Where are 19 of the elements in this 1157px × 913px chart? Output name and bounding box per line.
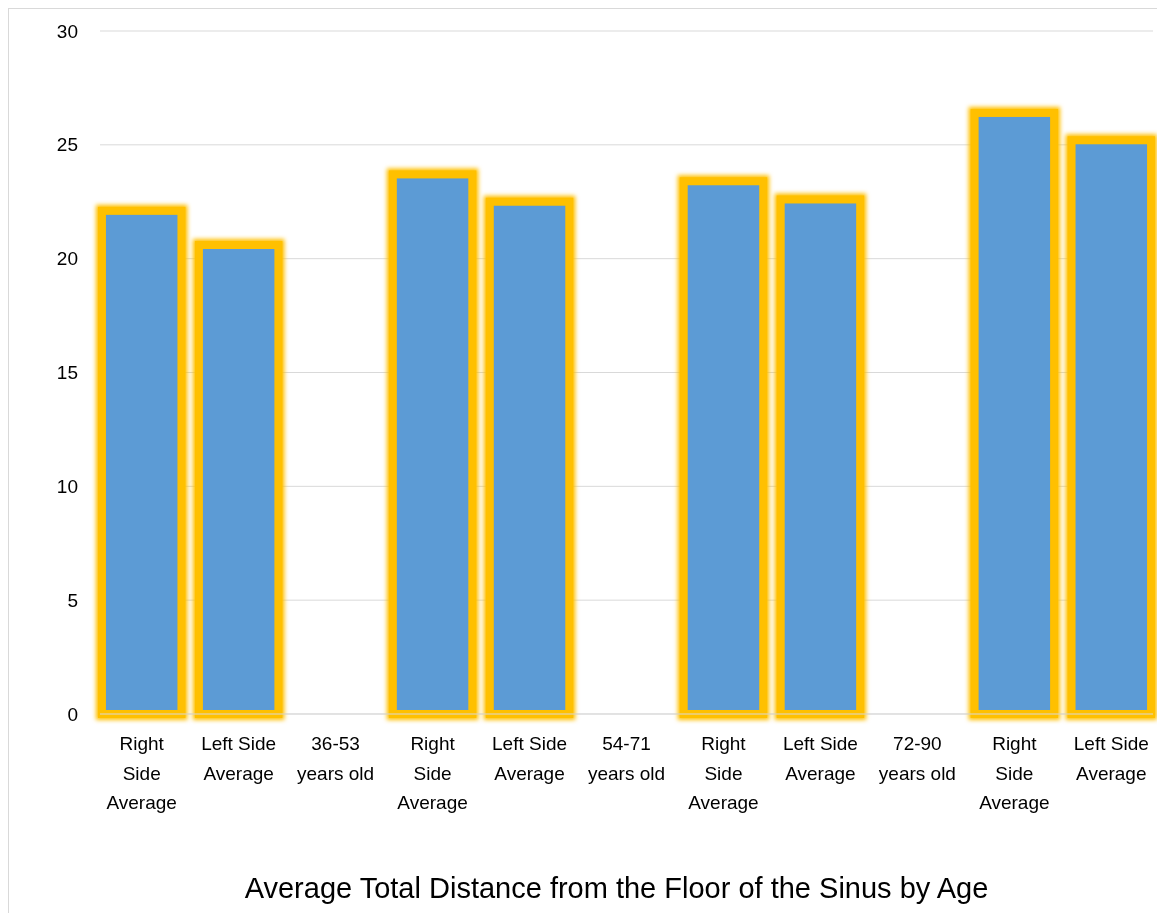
x-tick-label: 72-90 years old: [878, 733, 956, 784]
y-tick-label: 5: [67, 589, 78, 611]
x-tick-label: Left Side Average: [1073, 733, 1149, 784]
x-tick-label: Right Side Average: [688, 733, 759, 813]
x-tick-label: Left Side Average: [782, 733, 858, 784]
x-tick-label: 54-71 years old: [587, 733, 666, 784]
y-tick-label: 15: [56, 362, 78, 384]
y-tick-label: 0: [67, 703, 78, 725]
y-tick-label: 10: [56, 475, 78, 497]
y-tick-label: 20: [56, 248, 78, 270]
text: Average Total Distance from the Floor of the Sinus by Age: [244, 872, 989, 904]
x-tick-label: Left Side Average: [201, 733, 277, 784]
y-tick-label: 25: [56, 134, 78, 156]
x-tick-label: Right Side Average: [397, 733, 468, 813]
x-tick-label: Right Side Average: [106, 733, 177, 813]
y-tick-label: 30: [56, 20, 78, 42]
x-tick-label: Right Side Average: [979, 733, 1050, 813]
x-tick-label: 36-53 years old: [297, 733, 375, 784]
x-tick-label: Left Side Average: [492, 733, 568, 784]
